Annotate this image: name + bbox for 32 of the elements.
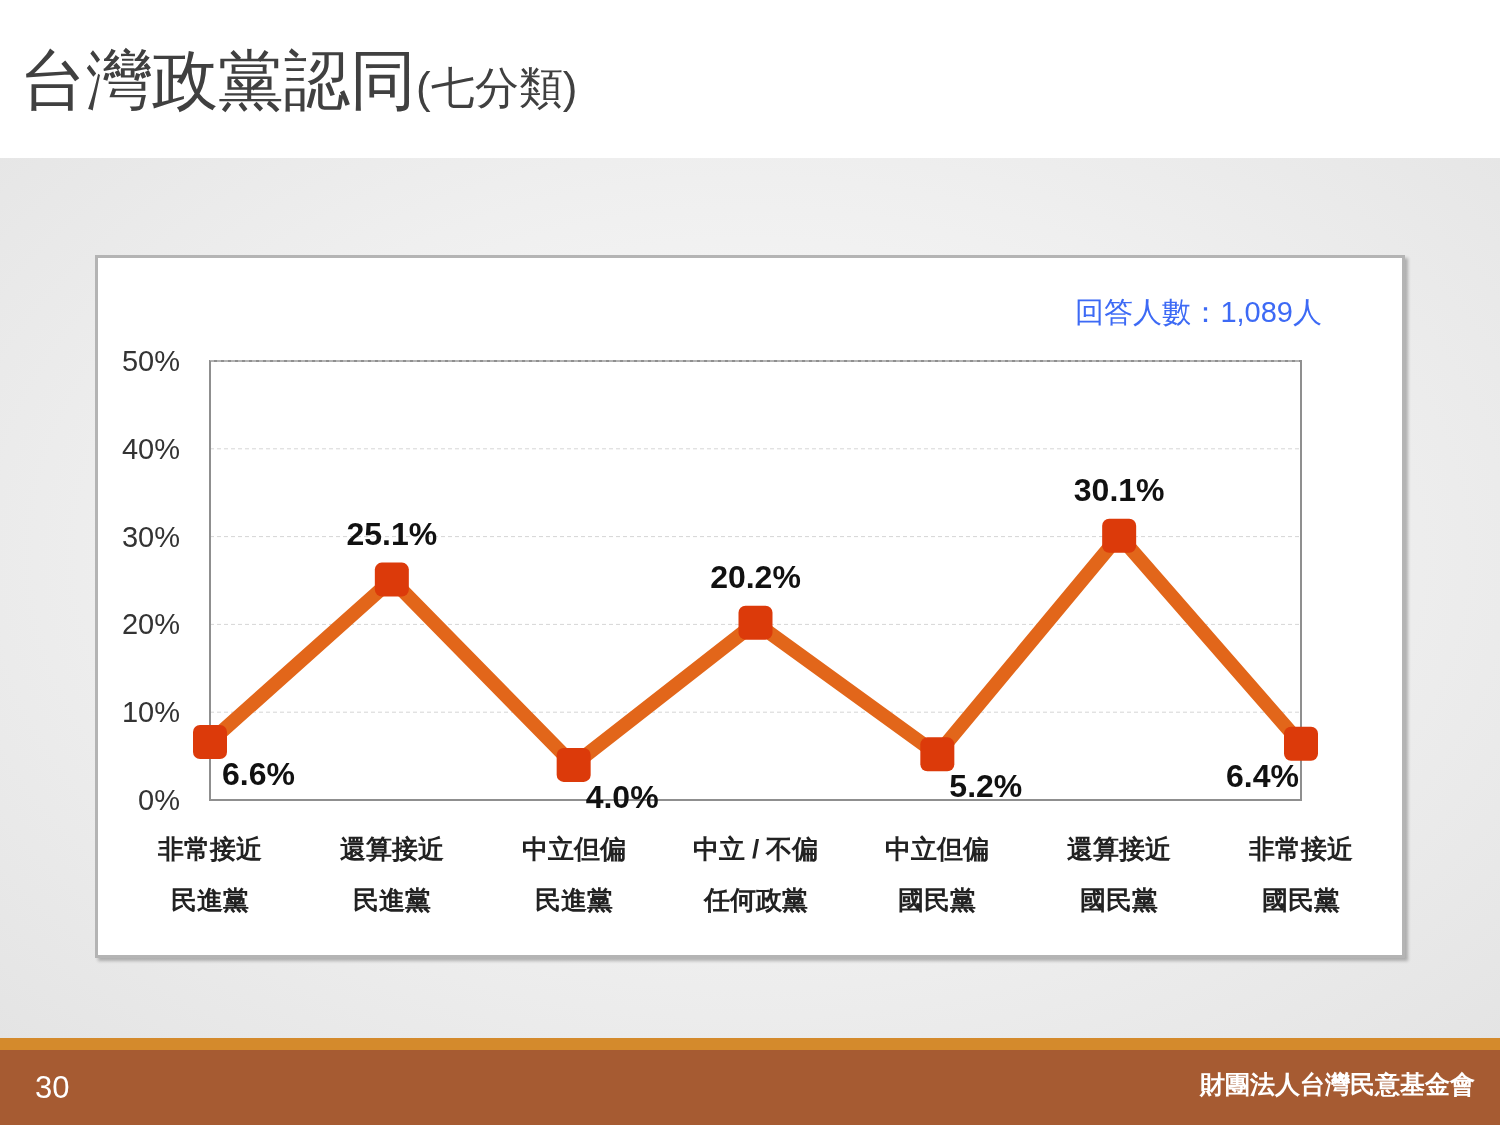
- y-tick-label: 40%: [121, 432, 180, 465]
- text: 回答人數：1,089人: [1075, 295, 1322, 330]
- y-tick-label: 20%: [121, 608, 180, 641]
- data-label: 20.2%: [710, 558, 801, 595]
- data-label: 4.0%: [585, 778, 659, 815]
- x-tick-label: 非常接近民進黨: [157, 834, 262, 915]
- data-label: 6.4%: [1226, 757, 1299, 794]
- chart-subtitle: (七分類): [416, 63, 578, 112]
- data-label: 5.2%: [949, 768, 1023, 805]
- y-tick-label: 10%: [121, 696, 180, 729]
- x-tick-label: 中立但偏國民黨: [885, 834, 990, 915]
- y-tick-label: 50%: [121, 345, 180, 377]
- chart-title: 台灣政黨認同: [20, 43, 416, 117]
- y-tick-label: 0%: [138, 784, 180, 816]
- y-tick-label: 30%: [121, 520, 180, 553]
- point: [738, 605, 773, 640]
- point: [1102, 518, 1137, 553]
- text: 30: [35, 1070, 70, 1106]
- text: 財團法人台灣民意基金會: [1200, 1069, 1475, 1100]
- point: [193, 725, 227, 760]
- x-tick-label: 非常接近國民黨: [1248, 834, 1353, 915]
- x-tick-label: 中立 / 不偏任何政黨: [692, 834, 819, 915]
- data-label: 30.1%: [1073, 471, 1165, 508]
- data-label: 6.6%: [222, 756, 295, 793]
- point: [920, 737, 955, 772]
- x-tick-label: 中立但偏民進黨: [521, 834, 626, 915]
- x-tick-label: 還算接近國民黨: [1067, 834, 1172, 915]
- point: [556, 747, 591, 782]
- data-label: 25.1%: [346, 515, 438, 552]
- point: [374, 562, 409, 597]
- point: [1284, 726, 1318, 761]
- x-tick-label: 還算接近民進黨: [339, 834, 444, 915]
